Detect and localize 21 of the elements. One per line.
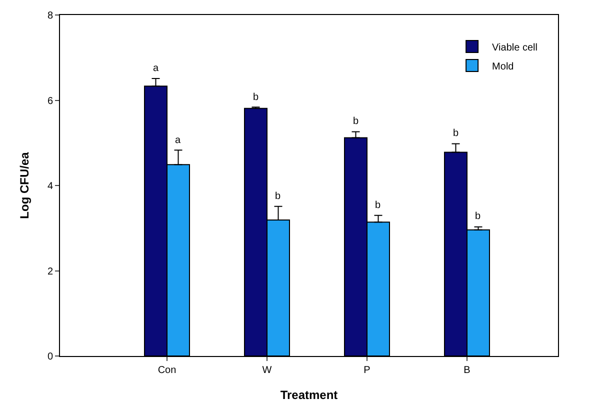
x-tick-label: W — [262, 365, 272, 376]
x-axis-title: Treatment — [280, 388, 338, 402]
data-label: b — [453, 128, 459, 139]
y-axis-title: Log CFU/ea — [18, 152, 32, 219]
data-label: b — [475, 211, 481, 222]
y-tick-label: 4 — [47, 181, 54, 192]
data-label: b — [275, 191, 281, 202]
data-label: b — [253, 92, 259, 103]
data-label: a — [175, 135, 181, 146]
y-tick-label: 2 — [47, 266, 54, 278]
data-label: b — [375, 200, 381, 211]
data-label: a — [153, 63, 159, 74]
y-tick-label: 0 — [47, 352, 54, 362]
y-tick-label: 6 — [47, 96, 54, 107]
legend-label: Viable cell — [492, 42, 538, 54]
x-tick-label: P — [364, 365, 371, 376]
data-label: b — [353, 116, 359, 127]
x-tick-label: Con — [158, 365, 176, 376]
x-tick-label: B — [464, 365, 471, 376]
legend-label: Mold — [492, 61, 514, 72]
y-tick-label: 8 — [47, 10, 54, 22]
